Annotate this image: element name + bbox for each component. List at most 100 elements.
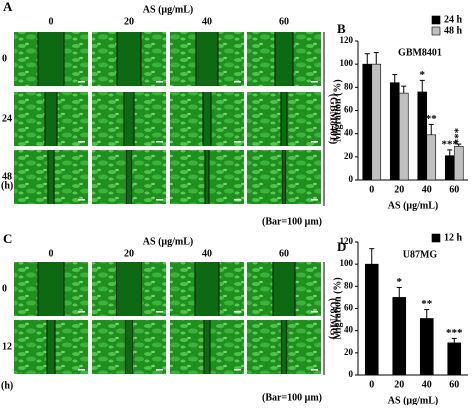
scratch-gap xyxy=(38,262,64,316)
x-tick-label: 0 xyxy=(369,184,374,195)
scale-bar xyxy=(78,81,85,83)
scale-bar xyxy=(234,369,241,371)
bar xyxy=(398,92,409,181)
y-tick-label: 60 xyxy=(344,303,354,313)
column-label: 60 xyxy=(279,248,289,259)
cell-line: (U87MG) xyxy=(328,298,339,339)
legend-label: 12 h xyxy=(444,232,463,243)
bar xyxy=(426,134,437,181)
scratch-gap xyxy=(117,32,141,86)
y-axis-title: Migration (%) xyxy=(332,79,343,142)
scale-bar xyxy=(311,199,318,201)
scale-bar xyxy=(234,141,241,143)
y-tick-label: 40 xyxy=(344,128,354,138)
y-tick-label: 60 xyxy=(344,105,354,115)
bar xyxy=(453,146,464,181)
row-label: 48 xyxy=(2,171,12,182)
scratch-gap xyxy=(281,92,287,146)
scale-bar xyxy=(78,369,85,371)
axis-title: AS (μg/mL) xyxy=(143,4,193,15)
scratch-gap xyxy=(125,320,133,374)
scale-bar xyxy=(234,311,241,313)
y-tick-label: 0 xyxy=(349,174,354,184)
y-tick-label: 20 xyxy=(344,347,354,357)
x-axis-title: AS (μg/mL) xyxy=(388,200,438,211)
chart-title: GBM8401 xyxy=(398,47,442,58)
scale-bar xyxy=(78,141,85,143)
significance: * xyxy=(420,69,426,81)
scale-bar xyxy=(78,311,85,313)
column-label: 40 xyxy=(202,248,212,259)
bar xyxy=(389,82,400,181)
scratch-gap xyxy=(196,32,218,86)
scale-bar xyxy=(311,81,318,83)
bar xyxy=(417,91,428,181)
column-label: 0 xyxy=(49,16,54,27)
legend-label: 48 h xyxy=(444,25,463,36)
significance: *** xyxy=(452,127,464,144)
significance: ** xyxy=(421,298,433,310)
x-axis-title: AS (μg/mL) xyxy=(388,395,438,405)
scale-note: (Bar=100 μm) xyxy=(262,392,322,403)
bar xyxy=(362,63,373,181)
significance: * xyxy=(397,276,403,288)
scale-bar xyxy=(156,199,163,201)
panel-letter: B xyxy=(337,21,346,36)
scratch-gap xyxy=(203,92,211,146)
scale-bar xyxy=(234,81,241,83)
legend-swatch xyxy=(431,233,441,243)
scratch-gap xyxy=(116,262,142,316)
panel-letter: A xyxy=(3,0,13,14)
legend-swatch xyxy=(431,15,441,25)
bar xyxy=(444,155,455,181)
x-tick-label: 20 xyxy=(394,379,404,390)
row-label: 0 xyxy=(2,53,7,64)
scale-bar xyxy=(311,369,318,371)
significance: ** xyxy=(426,113,438,125)
scratch-gap xyxy=(124,92,134,146)
scale-note: (Bar=100 μm) xyxy=(262,216,322,227)
column-label: 20 xyxy=(124,16,134,27)
scale-bar xyxy=(311,141,318,143)
scratch-gap xyxy=(48,150,54,204)
scratch-gap xyxy=(205,150,209,204)
scale-bar xyxy=(311,311,318,313)
scale-bar xyxy=(234,199,241,201)
y-tick-label: 120 xyxy=(340,35,354,45)
y-tick-label: 0 xyxy=(349,369,354,379)
column-label: 40 xyxy=(202,16,212,27)
scratch-gap xyxy=(273,262,295,316)
scratch-gap xyxy=(195,262,219,316)
x-tick-label: 40 xyxy=(422,184,432,195)
significance: *** xyxy=(446,327,463,339)
y-axis-title: Migration (%) xyxy=(332,277,343,340)
x-tick-label: 20 xyxy=(394,184,404,195)
y-tick-label: 100 xyxy=(340,58,354,68)
scale-bar xyxy=(78,199,85,201)
chart-title: U87MG xyxy=(403,249,438,260)
y-tick-label: 100 xyxy=(340,258,354,268)
scale-bar xyxy=(156,369,163,371)
y-tick-label: 80 xyxy=(344,81,354,91)
x-tick-label: 60 xyxy=(449,379,459,390)
scale-bar xyxy=(156,81,163,83)
column-label: 0 xyxy=(49,248,54,259)
x-tick-label: 40 xyxy=(422,379,432,390)
scratch-gap xyxy=(38,32,64,86)
row-label: 12 xyxy=(2,341,12,352)
panel-letter: D xyxy=(337,239,346,254)
unit-label: (h) xyxy=(1,180,13,191)
bar xyxy=(364,263,379,376)
y-tick-label: 20 xyxy=(344,151,354,161)
legend-swatch xyxy=(431,26,441,36)
panel-letter: C xyxy=(3,231,12,246)
bar xyxy=(419,318,434,376)
row-label: 0 xyxy=(2,283,7,294)
column-label: 20 xyxy=(124,248,134,259)
x-tick-label: 60 xyxy=(449,184,459,195)
column-label: 60 xyxy=(279,16,289,27)
unit-label: (h) xyxy=(1,380,13,391)
scratch-gap xyxy=(126,150,132,204)
scratch-gap xyxy=(204,320,210,374)
